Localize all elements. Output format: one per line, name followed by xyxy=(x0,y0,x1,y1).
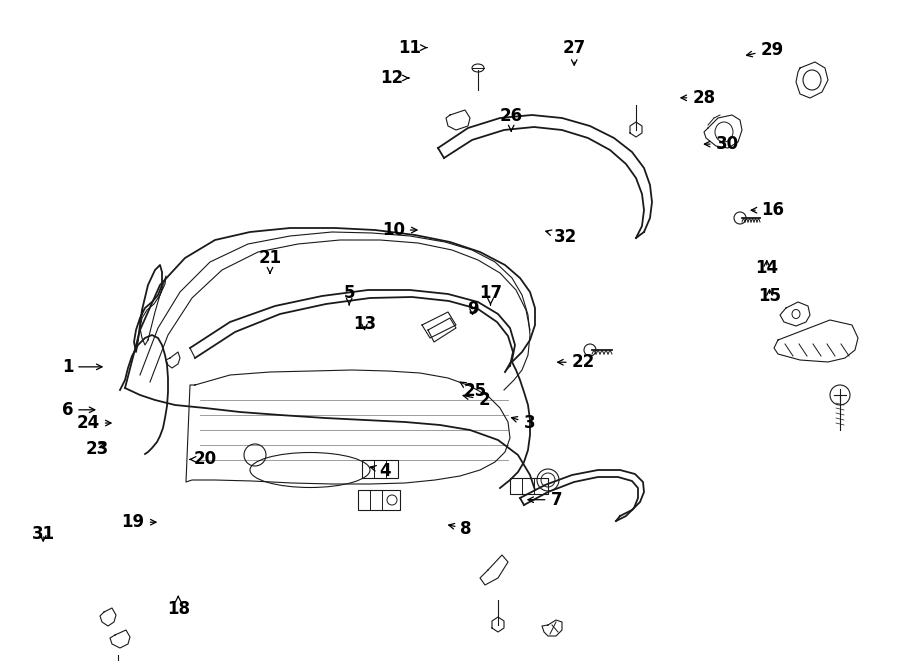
Text: 18: 18 xyxy=(166,596,190,619)
Text: 26: 26 xyxy=(500,106,523,131)
Text: 4: 4 xyxy=(371,461,391,480)
Text: 31: 31 xyxy=(32,525,55,543)
Bar xyxy=(358,490,400,510)
Bar xyxy=(362,460,398,478)
Text: 14: 14 xyxy=(755,258,778,277)
Text: 25: 25 xyxy=(460,382,487,401)
Text: 11: 11 xyxy=(398,38,427,57)
Text: 21: 21 xyxy=(258,249,282,273)
Text: 19: 19 xyxy=(122,513,156,531)
Bar xyxy=(510,478,548,494)
Text: 12: 12 xyxy=(380,69,409,87)
Text: 32: 32 xyxy=(545,227,577,246)
Text: 24: 24 xyxy=(76,414,111,432)
Text: 29: 29 xyxy=(747,40,784,59)
Text: 6: 6 xyxy=(62,401,94,419)
Text: 7: 7 xyxy=(528,490,562,509)
Text: 3: 3 xyxy=(511,414,535,432)
Text: 8: 8 xyxy=(449,520,472,538)
Text: 22: 22 xyxy=(558,353,595,371)
Text: 2: 2 xyxy=(464,391,490,409)
Text: 23: 23 xyxy=(86,440,109,459)
Text: 10: 10 xyxy=(382,221,417,239)
Text: 9: 9 xyxy=(467,300,478,319)
Text: 17: 17 xyxy=(479,284,502,305)
Text: 30: 30 xyxy=(705,135,739,153)
Text: 28: 28 xyxy=(681,89,716,107)
Text: 13: 13 xyxy=(353,315,376,333)
Text: 5: 5 xyxy=(344,284,355,305)
Text: 20: 20 xyxy=(190,450,217,469)
Text: 16: 16 xyxy=(752,201,784,219)
Text: 15: 15 xyxy=(758,287,781,305)
Text: 1: 1 xyxy=(62,358,102,376)
Text: 27: 27 xyxy=(562,38,586,65)
